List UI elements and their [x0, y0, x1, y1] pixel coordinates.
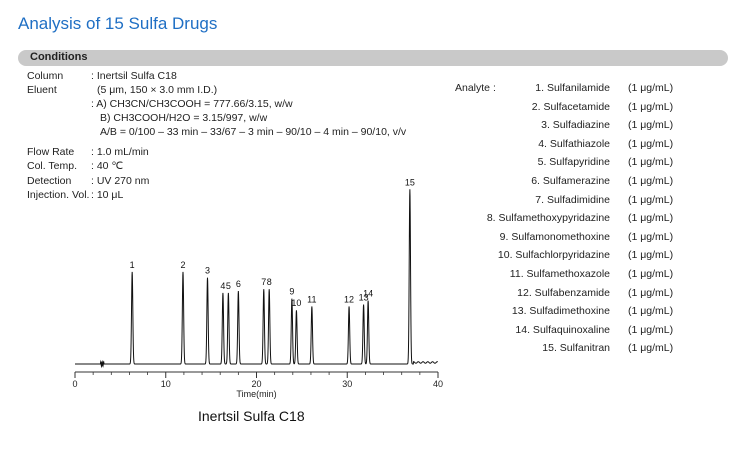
- peak-label: 9: [289, 287, 294, 297]
- analyte-name: 10. Sulfachlorpyridazine: [497, 249, 610, 262]
- x-tick-label: 10: [161, 379, 171, 389]
- peak-label: 7: [261, 277, 266, 287]
- eluent-label: Eluent: [27, 84, 57, 96]
- flow-label: Flow Rate: [27, 146, 75, 158]
- eluent-a: : A) CH3CN/CH3COOH = 777.66/3.15, w/w: [91, 98, 293, 110]
- chromatogram-trace: [75, 189, 439, 369]
- peak-label: 13: [359, 292, 369, 302]
- analyte-name: 4. Sulfathiazole: [538, 137, 610, 150]
- injection-value: : 10 μL: [91, 189, 124, 201]
- gradient: A/B = 0/100 – 33 min – 33/67 – 3 min – 9…: [100, 126, 407, 138]
- analyte-concentration: (1 μg/mL): [628, 175, 674, 187]
- injection-label: Injection. Vol.: [27, 189, 90, 201]
- analyte-concentration: (1 μg/mL): [628, 286, 674, 299]
- analyte-concentration: (1 μg/mL): [628, 212, 674, 225]
- peak-label: 8: [267, 277, 272, 287]
- analyte-name: 14. Sulfaquinoxaline: [515, 323, 610, 336]
- peak-label: 14: [363, 289, 373, 299]
- x-tick-label: 40: [433, 379, 443, 389]
- analyte-name: 2. Sulfacetamide: [531, 100, 610, 113]
- temp-label: Col. Temp.: [27, 160, 77, 172]
- x-tick-label: 0: [72, 379, 77, 389]
- analyte-concentration: (1 μg/mL): [628, 305, 674, 318]
- column-value: : Inertsil Sulfa C18: [91, 70, 177, 82]
- analyte-concentration: (1 μg/mL): [628, 137, 674, 150]
- detection-value: : UV 270 nm: [91, 175, 150, 187]
- analyte-name: 11. Sulfamethoxazole: [509, 268, 610, 280]
- chromatogram-caption: Inertsil Sulfa C18: [198, 408, 305, 424]
- analyte-name: 3. Sulfadiazine: [541, 119, 610, 132]
- analyte-name: 8. Sulfamethoxypyridazine: [486, 212, 610, 225]
- peak-label: 3: [205, 266, 210, 276]
- eluent-b: B) CH3COOH/H2O = 3.15/997, w/w: [100, 112, 268, 124]
- analyte-concentration: (1 μg/mL): [628, 100, 674, 113]
- analyte-concentration: (1 μg/mL): [628, 268, 674, 280]
- analyte-name: 12. Sulfabenzamide: [517, 286, 610, 299]
- peak-label: 4: [220, 281, 225, 291]
- peak-label: 11: [307, 294, 316, 304]
- analyte-concentration: (1 μg/mL): [628, 323, 674, 336]
- analyte-name: 7. Sulfadimidine: [535, 193, 610, 206]
- analyte-name: 13. Sulfadimethoxine: [511, 305, 610, 318]
- analyte-concentration: (1 μg/mL): [628, 119, 674, 132]
- analyte-concentration: (1 μg/mL): [628, 156, 674, 169]
- peak-label: 1: [130, 260, 135, 270]
- x-tick-label: 20: [251, 379, 261, 389]
- peak-label: 6: [236, 279, 241, 289]
- analyte-concentration: (1 μg/mL): [628, 249, 674, 262]
- page-title: Analysis of 15 Sulfa Drugs: [18, 14, 218, 33]
- analyte-label: Analyte :: [455, 82, 496, 94]
- analyte-concentration: (1 μg/mL): [628, 193, 674, 206]
- conditions-header: Conditions: [30, 51, 88, 63]
- peak-label: 2: [180, 260, 185, 270]
- peak-label: 12: [344, 294, 354, 304]
- column-label: Column: [27, 70, 64, 82]
- analyte-name: 6. Sulfamerazine: [531, 175, 610, 187]
- peak-label: 10: [291, 298, 301, 308]
- column-detail: (5 μm, 150 × 3.0 mm I.D.): [97, 84, 218, 96]
- analyte-name: 5. Sulfapyridine: [537, 156, 610, 169]
- temp-value: : 40 ℃: [91, 160, 124, 172]
- x-tick-label: 30: [342, 379, 352, 389]
- analyte-name: 15. Sulfanitran: [542, 342, 610, 355]
- detection-label: Detection: [27, 175, 72, 187]
- analyte-concentration: (1 μg/mL): [628, 230, 674, 243]
- analyte-name: 1. Sulfanilamide: [535, 82, 610, 94]
- analyte-concentration: (1 μg/mL): [628, 82, 674, 94]
- conditions-header-bar: Conditions: [18, 50, 728, 66]
- analyte-name: 9. Sulfamonomethoxine: [499, 230, 610, 243]
- flow-value: : 1.0 mL/min: [91, 146, 149, 158]
- peak-label: 15: [405, 177, 415, 187]
- x-axis-label: Time(min): [236, 389, 276, 399]
- analyte-concentration: (1 μg/mL): [628, 342, 674, 355]
- peak-label: 5: [226, 281, 231, 291]
